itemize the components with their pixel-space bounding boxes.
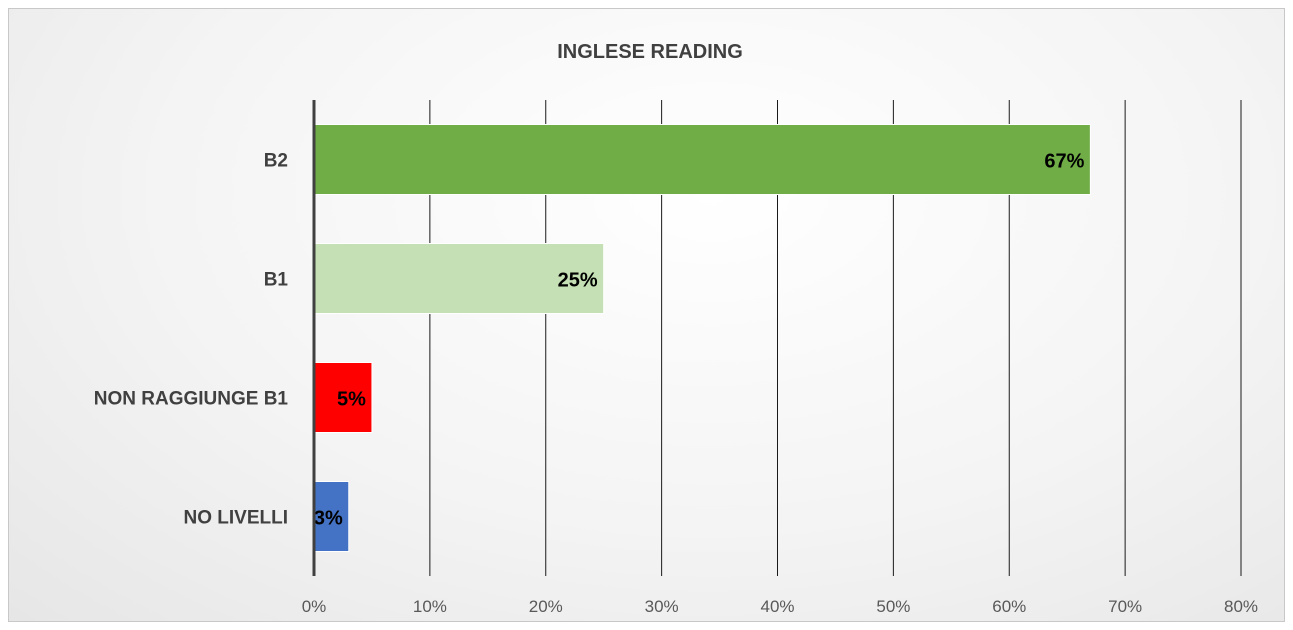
category-label: B1 [264,270,289,291]
chart-area [8,8,1285,622]
data-label: 67% [1044,151,1084,173]
bars [313,124,1091,552]
chart-title: INGLESE READING [557,41,743,63]
bar [313,362,373,433]
category-label: NON RAGGIUNGE B1 [94,389,289,410]
x-tick-label: 0% [302,597,327,616]
x-tick-label: 20% [529,597,563,616]
x-tick-label: 60% [992,597,1026,616]
data-label: 5% [337,389,366,411]
data-label: 3% [314,508,343,530]
x-tick-label: 10% [413,597,447,616]
labels: 0% 10% 20% 30% 40% 50% 60% 70% 80% B2 67% B1 25% NON … [94,151,1258,617]
bar [313,124,1091,195]
x-tick-label: 30% [645,597,679,616]
data-label: 25% [558,270,598,292]
bar [313,243,605,314]
x-tick-label: 40% [760,597,794,616]
bar [313,481,350,552]
x-tick-label: 70% [1108,597,1142,616]
x-tick-label: 50% [876,597,910,616]
x-tick-label: 80% [1224,597,1258,616]
category-label: B2 [264,151,288,172]
category-label: NO LIVELLI [184,508,289,529]
